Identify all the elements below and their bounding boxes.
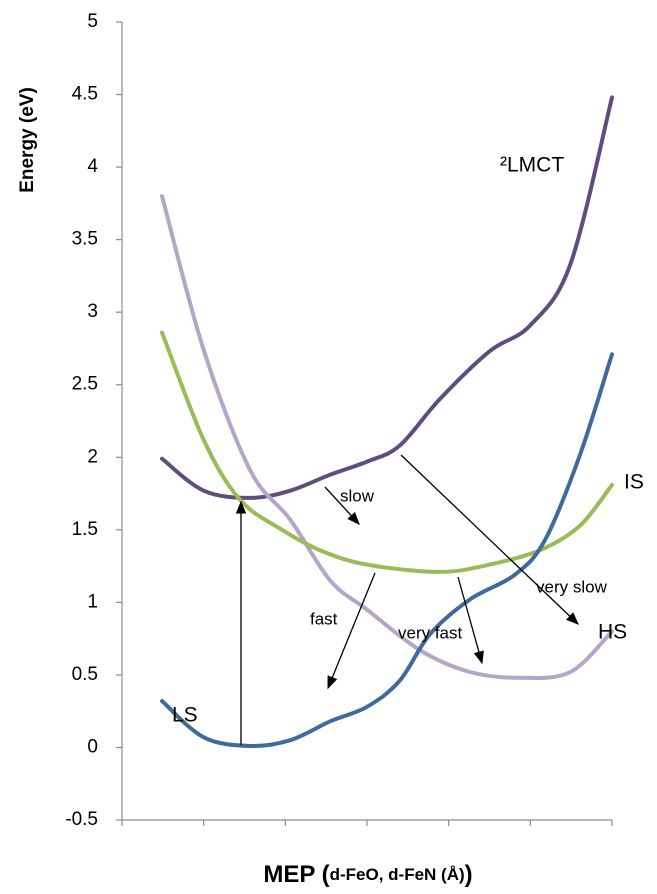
series-line — [160, 194, 614, 681]
annotation: very slow — [536, 577, 608, 596]
series-line — [160, 330, 614, 574]
y-tick-label: 3.5 — [72, 229, 98, 250]
x-title-part: d-FeO, d-FeN (Å) — [330, 865, 465, 884]
y-tick-label: 2 — [87, 446, 98, 467]
arrow — [457, 576, 484, 665]
y-tick-label: 2.5 — [72, 374, 98, 395]
y-tick-label: 0 — [87, 736, 98, 757]
y-tick-label: 1.5 — [72, 519, 98, 540]
annotation: fast — [310, 609, 338, 628]
y-tick-label: 3 — [87, 301, 98, 322]
series-label: LS — [172, 704, 198, 727]
series-line — [160, 95, 614, 500]
y-axis-title: Energy (eV) — [17, 87, 38, 193]
x-axis-title: MEP (d-FeO, d-FeN (Å)) — [263, 861, 472, 888]
series-label: HS — [598, 621, 627, 644]
series-label: ²LMCT — [500, 154, 564, 177]
y-tick-label: 1 — [87, 591, 98, 612]
series-label: IS — [624, 471, 644, 494]
y-tick-label: 5 — [87, 11, 98, 32]
arrow — [400, 454, 579, 625]
x-title-part: MEP ( — [263, 861, 329, 888]
annotation: slow — [340, 486, 375, 505]
y-tick-label: 4.5 — [72, 84, 98, 105]
arrow — [327, 572, 376, 690]
y-tick-label: 4 — [87, 156, 98, 177]
x-title-part: ) — [465, 861, 473, 888]
annotation: very fast — [398, 623, 463, 642]
y-tick-label: 0.5 — [72, 664, 98, 685]
y-tick-label: -0.5 — [65, 809, 98, 830]
arrow — [324, 486, 360, 525]
series-line — [160, 352, 614, 749]
